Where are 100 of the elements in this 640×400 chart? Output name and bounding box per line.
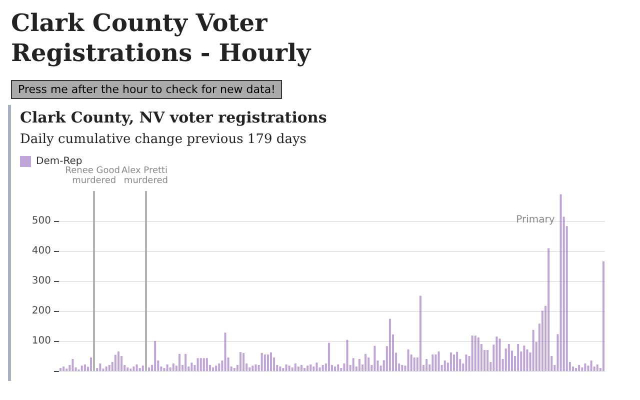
- bar: [508, 344, 510, 371]
- bar: [428, 364, 431, 371]
- bar: [294, 364, 296, 371]
- bar: [444, 360, 446, 371]
- bar: [432, 354, 434, 371]
- bar: [462, 364, 464, 371]
- bar: [337, 364, 340, 371]
- bar: [599, 368, 602, 371]
- annotation: Primary: [516, 214, 555, 226]
- bar: [126, 367, 129, 371]
- bar: [72, 359, 74, 371]
- bar: [218, 364, 220, 371]
- bar: [200, 358, 202, 371]
- bar: [544, 306, 547, 371]
- bar: [450, 352, 452, 371]
- bar: [566, 226, 568, 371]
- bar: [410, 354, 412, 371]
- bar: [346, 340, 348, 371]
- bar: [194, 365, 196, 371]
- bar: [239, 352, 242, 371]
- bar: [404, 366, 406, 371]
- bar: [334, 366, 336, 371]
- bar: [510, 350, 513, 371]
- y-tick-label: 300: [32, 276, 51, 286]
- bar: [96, 368, 98, 371]
- bar: [273, 358, 276, 371]
- bar: [242, 353, 245, 371]
- bar: [169, 367, 172, 371]
- bar: [438, 352, 440, 371]
- bar: [230, 366, 232, 371]
- text: Press me after the hour to check for new data!: [11, 80, 282, 99]
- bar: [60, 368, 62, 371]
- bar: [142, 366, 144, 371]
- bar: [550, 356, 553, 371]
- text: Clark County Voter Registrations - Hourly: [11, 8, 312, 68]
- text: Renee Good murdered: [65, 166, 123, 186]
- bar: [166, 364, 168, 371]
- bar: [471, 336, 474, 371]
- bar: [86, 366, 89, 371]
- bar: [99, 364, 102, 371]
- bar: [562, 216, 565, 371]
- chart-title: Clark County, NV voter registrations: [20, 108, 327, 126]
- bar: [560, 194, 562, 371]
- bar: [526, 349, 528, 371]
- bar: [374, 346, 376, 371]
- bar: [395, 352, 398, 371]
- bar: [343, 364, 346, 371]
- y-tick-label: 100: [32, 336, 51, 346]
- bar: [453, 354, 456, 371]
- bar: [182, 365, 184, 371]
- bar: [212, 367, 214, 371]
- bar: [480, 344, 482, 371]
- bar: [477, 337, 480, 371]
- bar: [584, 364, 586, 371]
- bar: [148, 367, 150, 371]
- bar: [297, 366, 300, 371]
- bar: [306, 366, 309, 371]
- bar: [312, 366, 315, 371]
- bar: [322, 365, 324, 371]
- bar: [68, 365, 71, 371]
- bar: [358, 359, 360, 371]
- bar: [124, 365, 126, 371]
- bar: [111, 362, 114, 371]
- bar: [105, 366, 108, 371]
- bar: [74, 367, 77, 371]
- y-tick-label: 400: [32, 246, 51, 256]
- bar: [288, 366, 290, 371]
- bar: [496, 336, 498, 371]
- bar: [388, 318, 391, 371]
- bar: [484, 350, 486, 371]
- bar: [593, 366, 596, 371]
- bar: [264, 354, 266, 371]
- bar: [324, 364, 327, 371]
- bar: [215, 366, 218, 371]
- bar: [434, 354, 437, 371]
- bar: [465, 354, 468, 371]
- chart-subtitle: Daily cumulative change previous 179 days: [20, 132, 306, 147]
- bar: [188, 366, 190, 371]
- bar: [401, 365, 404, 371]
- bar: [318, 367, 321, 371]
- bar: [368, 358, 370, 371]
- bar: [157, 360, 160, 371]
- bar: [596, 364, 598, 371]
- bar: [270, 352, 272, 371]
- bar: [266, 354, 269, 371]
- bar: [248, 367, 251, 371]
- legend-label: Dem-Rep: [36, 156, 82, 167]
- bar: [364, 354, 367, 371]
- bar: [572, 366, 574, 371]
- bar: [587, 366, 590, 371]
- bar: [340, 368, 342, 371]
- bar: [520, 352, 522, 371]
- bar: [310, 364, 312, 371]
- bar: [300, 365, 302, 371]
- bar: [578, 365, 580, 371]
- bar: [178, 354, 180, 371]
- bar: [456, 352, 458, 371]
- y-tick-label: 500: [32, 216, 51, 226]
- bar: [426, 359, 428, 371]
- bar: [236, 365, 238, 371]
